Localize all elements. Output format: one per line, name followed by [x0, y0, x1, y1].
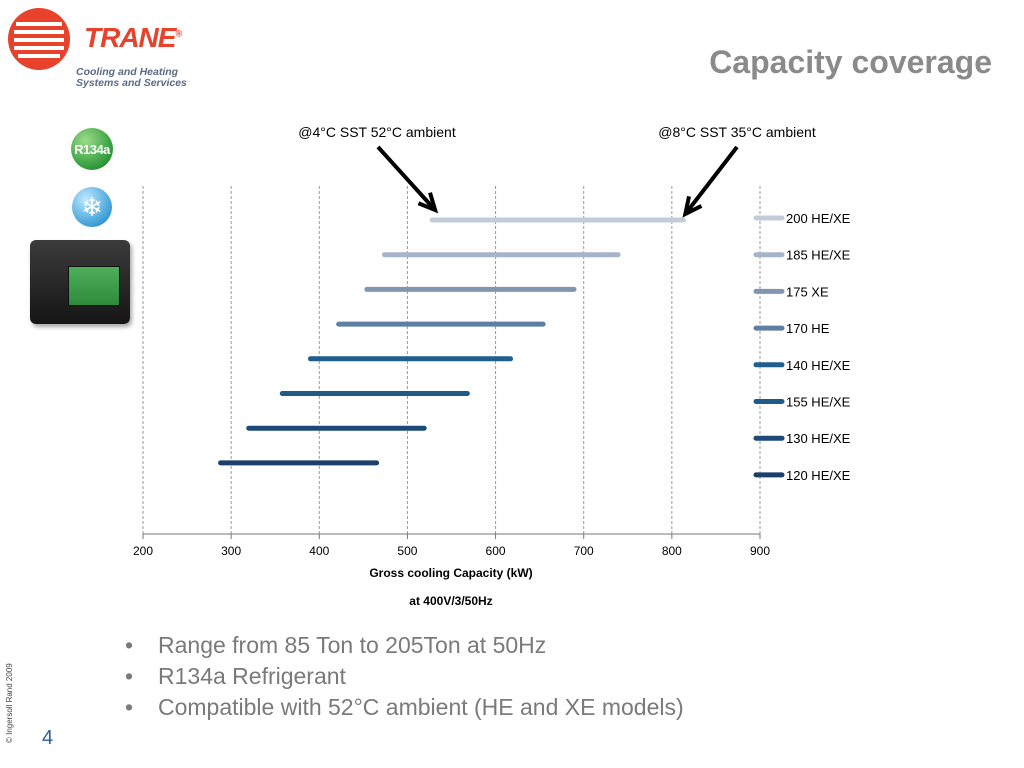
x-tick-label: 300 [221, 544, 241, 558]
legend-label: 185 HE/XE [786, 248, 851, 263]
bullet-item: Range from 85 Ton to 205Ton at 50Hz [125, 630, 684, 661]
x-tick-label: 900 [750, 544, 770, 558]
brand-tagline: Cooling and Heating Systems and Services [76, 66, 187, 89]
legend-label: 155 HE/XE [786, 395, 851, 410]
x-tick-labels: 200 300 400 500 600 700 800 900 [133, 534, 770, 558]
x-tick-label: 700 [574, 544, 594, 558]
x-axis-label: Gross cooling Capacity (kW) [369, 566, 532, 580]
x-tick-label: 500 [397, 544, 417, 558]
x-tick-label: 200 [133, 544, 153, 558]
legend-label: 140 HE/XE [786, 358, 851, 373]
controller-screen [68, 266, 120, 306]
legend-label: 200 HE/XE [786, 211, 851, 226]
legend-label: 175 XE [786, 284, 829, 299]
page-number: 4 [42, 727, 54, 749]
arrow-52c-head [417, 192, 439, 214]
chart-legend: 200 HE/XE 185 HE/XE 175 XE 170 HE 140 HE/XE 1… [753, 211, 851, 483]
copyright-notice: © Ingersoll Rand 2009 [5, 663, 14, 743]
arrow-35c-head [682, 195, 703, 218]
annotation-52c: @4°C SST 52°C ambient [298, 124, 456, 140]
x-tick-label: 800 [662, 544, 682, 558]
x-axis-sublabel: at 400V/3/50Hz [409, 594, 492, 608]
x-tick-label: 600 [486, 544, 506, 558]
controller-device-image [30, 240, 130, 324]
arrow-52c [376, 145, 437, 212]
annotation-35c: @8°C SST 35°C ambient [658, 124, 816, 140]
r134a-badge: R134a [71, 128, 113, 170]
bullet-item: Compatible with 52°C ambient (HE and XE … [125, 692, 684, 723]
annotation-arrows [376, 145, 739, 218]
feature-bullets: Range from 85 Ton to 205Ton at 50Hz R134… [125, 630, 684, 723]
snowflake-icon: ❄ [72, 187, 112, 227]
bullet-item: R134a Refrigerant [125, 661, 684, 692]
legend-label: 130 HE/XE [786, 431, 851, 446]
capacity-chart: 200 300 400 500 600 700 800 900 200 HE/XE 185 HE… [133, 124, 851, 608]
range-bars [218, 217, 686, 466]
brand-wordmark: TRANE® [84, 22, 182, 53]
logo-stripes-icon [14, 22, 64, 58]
legend-label: 170 HE [786, 321, 830, 336]
legend-label: 120 HE/XE [786, 468, 851, 483]
page-title: Capacity coverage [709, 44, 992, 80]
arrow-35c [683, 145, 739, 216]
x-tick-label: 400 [309, 544, 329, 558]
trane-logo-circle [8, 8, 70, 70]
